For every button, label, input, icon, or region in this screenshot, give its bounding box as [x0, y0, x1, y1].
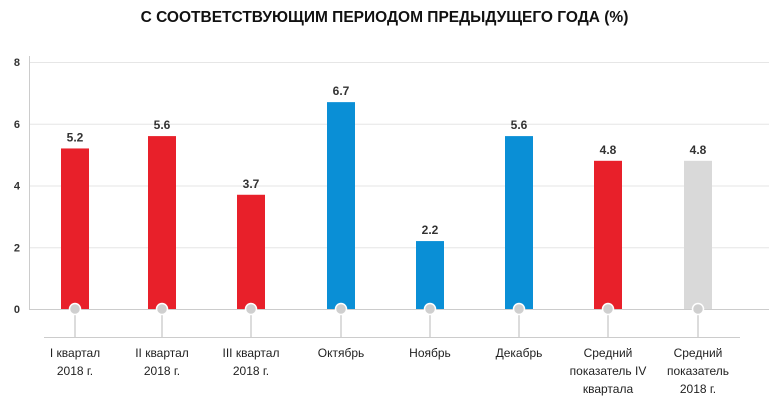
x-tick-label: Октябрь — [318, 346, 365, 360]
x-tick-label: II квартал 2018 г. — [135, 346, 189, 378]
baseline-marker — [155, 302, 169, 316]
bar — [594, 160, 622, 309]
baseline-marker — [244, 302, 258, 316]
chart-title: С СООТВЕТСТВУЮЩИМ ПЕРИОДОМ ПРЕДЫДУЩЕГО Г… — [140, 9, 629, 26]
y-tick-label: 6 — [14, 119, 20, 131]
x-tick-label: Ноябрь — [409, 346, 451, 360]
y-tick-label: 0 — [14, 304, 20, 316]
x-tick-label: Средний показатель IV квартала — [570, 346, 647, 396]
data-label: 6.7 — [333, 84, 350, 98]
y-tick-label: 8 — [14, 57, 20, 69]
baseline-marker — [423, 302, 437, 316]
data-label: 3.7 — [243, 177, 260, 191]
x-tick-label: Декабрь — [496, 346, 543, 360]
baseline-marker — [691, 302, 705, 316]
data-label: 2.2 — [422, 223, 439, 237]
data-label: 4.8 — [690, 143, 707, 157]
baseline-marker — [334, 302, 348, 316]
x-tick-label: Средний показатель 2018 г. — [667, 346, 729, 396]
bar — [684, 160, 712, 309]
bar — [148, 136, 176, 309]
bar — [327, 102, 355, 309]
y-tick-label: 4 — [14, 181, 21, 193]
data-label: 5.6 — [511, 118, 528, 132]
y-tick-label: 2 — [14, 242, 20, 254]
baseline-marker — [601, 302, 615, 316]
x-tick-label: I квартал 2018 г. — [50, 346, 100, 378]
baseline-marker — [68, 302, 82, 316]
bar — [416, 241, 444, 309]
bar — [61, 148, 89, 309]
bar — [505, 136, 533, 309]
x-tick-label: III квартал 2018 г. — [223, 346, 280, 378]
baseline-marker — [512, 302, 526, 316]
data-label: 5.2 — [67, 130, 84, 144]
bar — [237, 194, 265, 309]
data-label: 4.8 — [600, 143, 617, 157]
data-label: 5.6 — [154, 118, 171, 132]
